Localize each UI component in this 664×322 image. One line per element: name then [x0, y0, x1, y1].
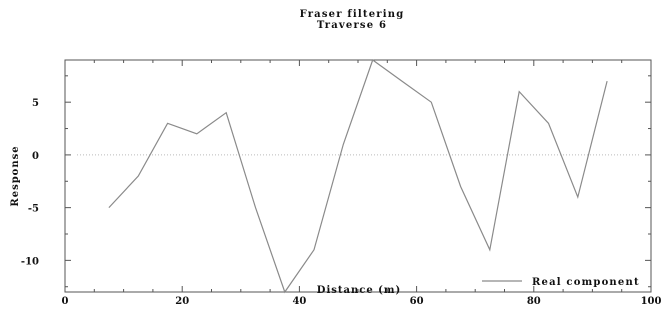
chart-subtitle: Traverse 6 [317, 20, 387, 31]
x-tick-label: 40 [292, 296, 306, 307]
x-tick-label: 20 [175, 296, 189, 307]
series-layer [108, 59, 608, 294]
x-axis-label: Distance (m) [317, 285, 401, 296]
y-tick-label: -10 [21, 256, 39, 267]
legend-label-real-component: Real component [532, 277, 640, 288]
x-tick-label: 0 [62, 296, 69, 307]
chart-title: Fraser filtering [300, 9, 405, 20]
axis-ticks: 0 20 40 60 80 100 -10 -5 0 5 [21, 60, 662, 307]
y-tick-label: -5 [28, 204, 39, 215]
plot-frame [64, 59, 652, 293]
x-tick-label: 60 [410, 296, 424, 307]
y-tick-label: 5 [32, 98, 39, 109]
y-axis-label: Response [10, 145, 21, 206]
x-tick-label: 80 [527, 296, 541, 307]
plot-border [64, 59, 652, 293]
legend: Real component [482, 277, 640, 288]
series-line-real-component [108, 59, 608, 294]
y-tick-label: 0 [32, 151, 39, 162]
x-tick-label: 100 [641, 296, 662, 307]
